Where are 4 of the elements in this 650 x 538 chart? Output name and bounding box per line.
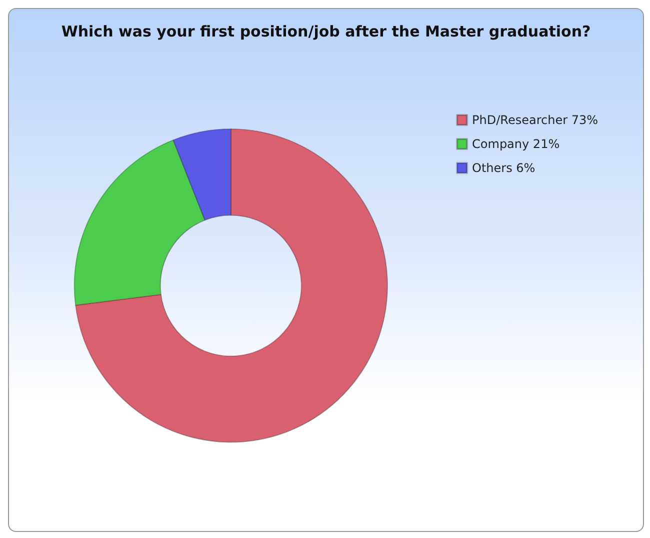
legend-label: Company 21% [472, 137, 560, 151]
chart-title: Which was your first position/job after the Master graduation? [61, 22, 591, 40]
legend-label: Others 6% [472, 161, 536, 175]
legend-label: PhD/Researcher 73% [472, 113, 598, 127]
